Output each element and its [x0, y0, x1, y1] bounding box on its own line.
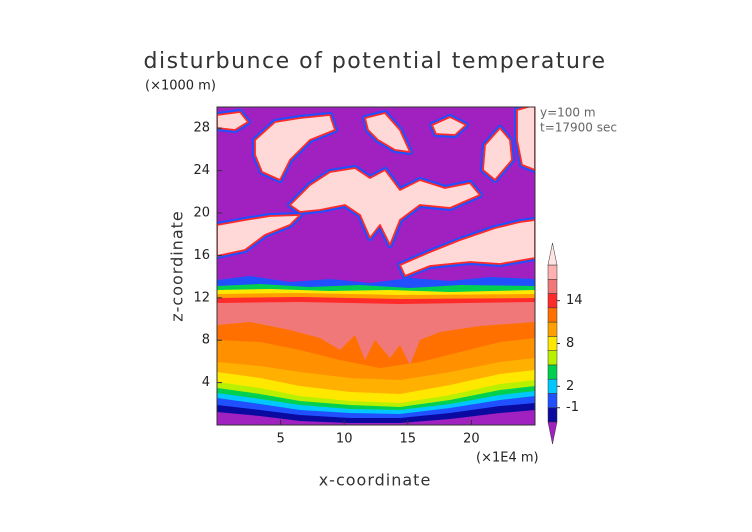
y-tick-label: 12: [193, 290, 210, 305]
colorbar-box: [547, 293, 558, 309]
colorbar-box: [547, 378, 558, 394]
x-tick-label: 15: [400, 432, 417, 447]
colorbar-box: [547, 307, 558, 323]
colorbar-box: [547, 393, 558, 408]
colorbar-box: [547, 336, 558, 351]
x-tick-label: 20: [463, 432, 480, 447]
y-tick-label: 16: [193, 248, 210, 263]
colorbar-over: [547, 242, 558, 266]
colorbar-tick-label: -1: [566, 400, 579, 415]
plot-frame: [216, 106, 536, 426]
y-tick-label: 8: [202, 333, 210, 348]
y-tick-label: 28: [193, 121, 210, 136]
y-tick-label: 20: [193, 206, 210, 221]
contour-field: [217, 107, 535, 425]
colorbar-under: [547, 421, 558, 445]
y-tick-label: 4: [202, 375, 210, 390]
colorbar-box: [547, 264, 558, 280]
x-tick-label: 5: [276, 432, 284, 447]
chart-title: disturbunce of potential temperature: [144, 49, 607, 74]
y-tick-label: 24: [193, 163, 210, 178]
colorbar-box: [547, 407, 558, 423]
annotation: t=17900 sec: [540, 121, 617, 135]
colorbar-tick-label: 14: [566, 293, 583, 308]
colorbar-box: [547, 350, 558, 366]
x-axis-label: x-coordinate: [319, 471, 432, 490]
colorbar-box: [547, 364, 558, 380]
y-axis-label: z-coordinate: [168, 210, 187, 322]
y-unit: (×1000 m): [145, 79, 216, 94]
annotation: y=100 m: [540, 106, 596, 120]
x-tick-label: 10: [336, 432, 353, 447]
colorbar-tick-label: 2: [566, 379, 574, 394]
x-unit: (×1E4 m): [476, 451, 539, 466]
colorbar-tick-label: 8: [566, 336, 574, 351]
colorbar-box: [547, 279, 558, 294]
colorbar-box: [547, 321, 558, 337]
